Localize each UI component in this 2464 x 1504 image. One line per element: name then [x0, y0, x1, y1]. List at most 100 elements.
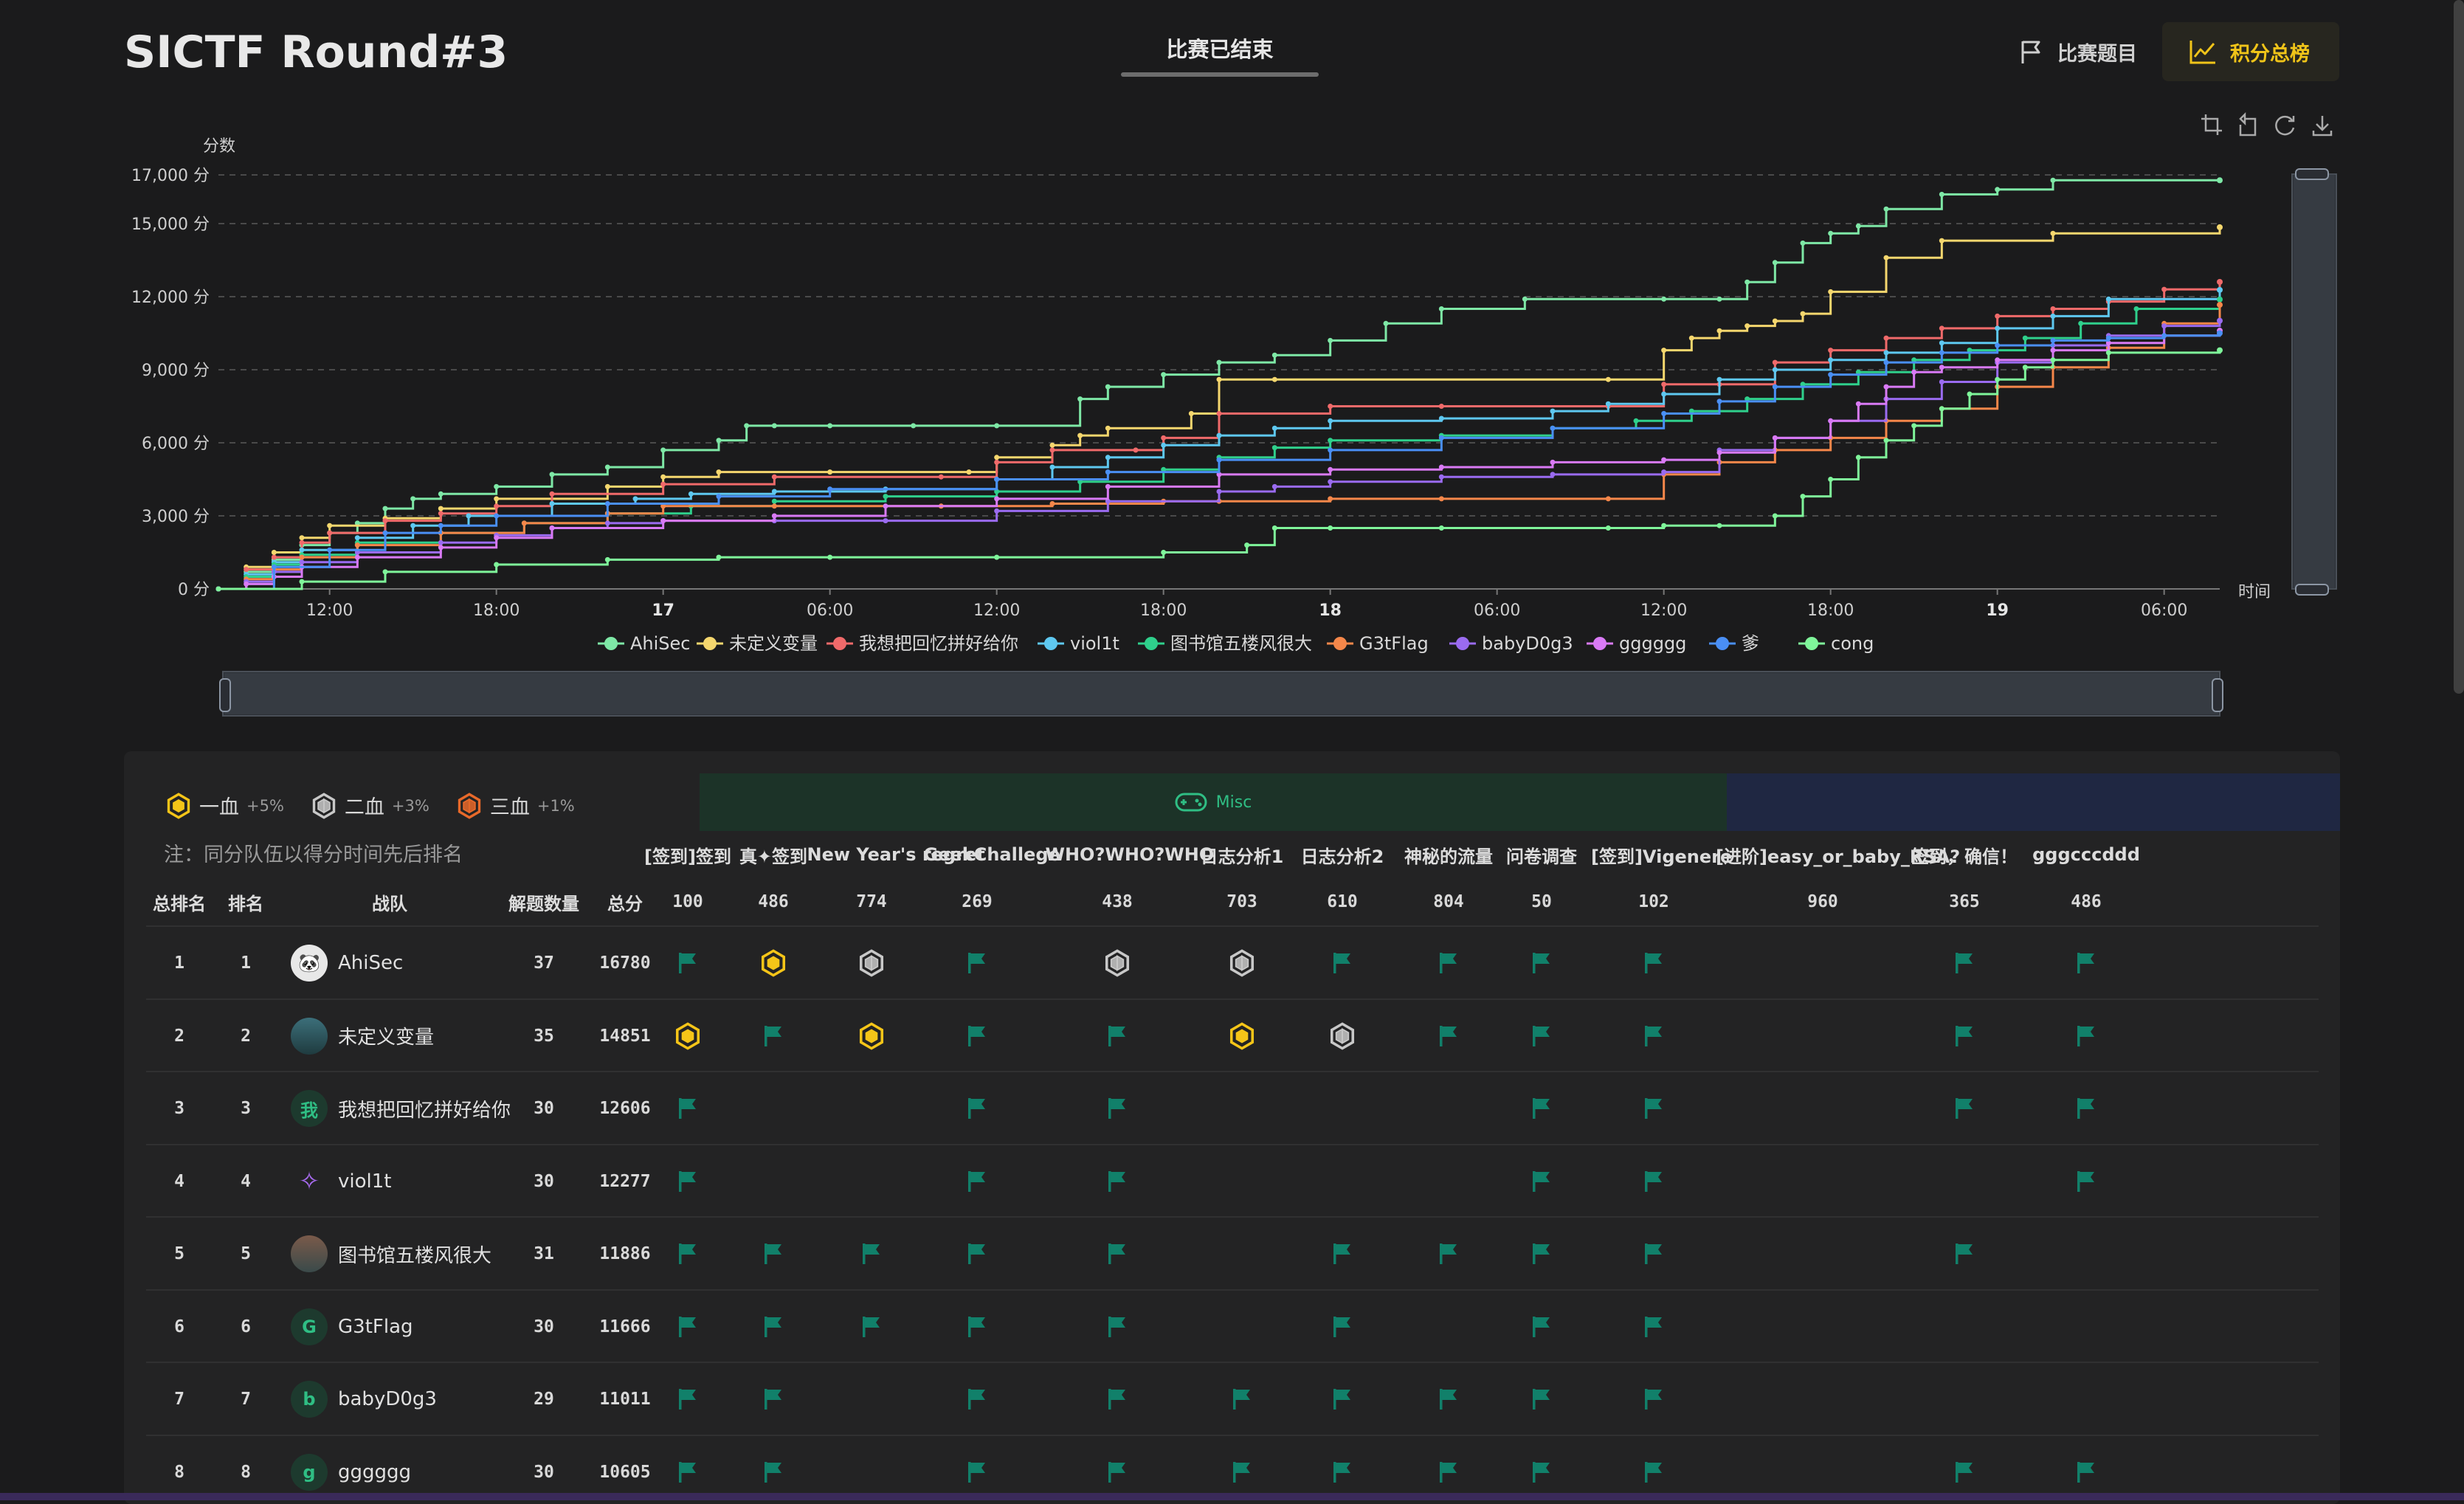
data-point-end[interactable]	[2217, 302, 2223, 308]
data-point[interactable]	[1661, 523, 1666, 528]
challenge-name[interactable]: 日志分析1	[1194, 842, 1290, 868]
data-point[interactable]	[2106, 350, 2111, 355]
data-point[interactable]	[300, 535, 305, 540]
team-cell[interactable]: ✧viol1t	[291, 1145, 512, 1218]
data-point[interactable]	[772, 503, 777, 508]
data-point[interactable]	[633, 496, 638, 501]
data-point[interactable]	[550, 525, 555, 531]
data-point[interactable]	[827, 423, 832, 428]
series-line-3[interactable]	[218, 290, 2220, 589]
data-point[interactable]	[1884, 438, 1889, 443]
data-point[interactable]	[1550, 460, 1556, 465]
data-point[interactable]	[438, 511, 444, 516]
data-point[interactable]	[717, 469, 722, 475]
data-point[interactable]	[994, 496, 999, 501]
data-point[interactable]	[717, 555, 722, 560]
data-point[interactable]	[1050, 447, 1055, 452]
data-point[interactable]	[1995, 343, 2000, 348]
data-point[interactable]	[494, 484, 499, 489]
data-point[interactable]	[605, 465, 610, 470]
zoom-reset-icon[interactable]	[2240, 114, 2255, 135]
data-point[interactable]	[466, 514, 472, 519]
data-point[interactable]	[1328, 438, 1333, 443]
data-point[interactable]	[1828, 477, 1833, 482]
data-point[interactable]	[244, 567, 249, 572]
data-point[interactable]	[1328, 479, 1333, 484]
data-point[interactable]	[1550, 409, 1556, 414]
data-point[interactable]	[1717, 523, 1722, 528]
data-point[interactable]	[383, 506, 388, 511]
data-point[interactable]	[1189, 411, 1194, 416]
download-icon[interactable]	[2313, 116, 2331, 135]
data-point[interactable]	[772, 489, 777, 494]
legend-item[interactable]: G3tFlag	[1327, 633, 1429, 654]
data-point[interactable]	[1939, 340, 1944, 345]
team-cell[interactable]: 🐼AhiSec	[291, 927, 512, 999]
data-point[interactable]	[1689, 336, 1694, 341]
data-point-end[interactable]	[2217, 297, 2223, 303]
legend-item[interactable]: viol1t	[1038, 633, 1119, 654]
y-zoom-handle-top[interactable]	[2296, 169, 2328, 179]
data-point[interactable]	[1161, 443, 1166, 448]
data-point[interactable]	[1995, 377, 2000, 382]
data-point[interactable]	[1606, 377, 1611, 382]
data-point[interactable]	[1328, 338, 1333, 343]
data-point[interactable]	[2161, 287, 2167, 292]
data-point[interactable]	[1884, 384, 1889, 390]
data-point[interactable]	[438, 545, 444, 550]
data-point[interactable]	[550, 491, 555, 497]
legend-item[interactable]: 爹	[1709, 633, 1759, 654]
data-point[interactable]	[300, 555, 305, 560]
team-cell[interactable]: 我我想把回忆拼好给你	[291, 1072, 512, 1145]
refresh-icon[interactable]	[2276, 116, 2294, 134]
challenge-name[interactable]: gggcccddd	[2031, 844, 2142, 865]
data-point-end[interactable]	[2217, 331, 2223, 337]
data-point[interactable]	[1439, 475, 1444, 480]
data-point[interactable]	[1801, 241, 1806, 246]
data-point[interactable]	[1105, 455, 1111, 460]
legend-item[interactable]: babyD0g3	[1449, 633, 1573, 654]
data-point[interactable]	[1828, 372, 1833, 377]
data-point[interactable]	[1939, 406, 1944, 411]
data-point[interactable]	[494, 514, 499, 519]
data-point[interactable]	[1661, 411, 1666, 416]
data-point[interactable]	[355, 535, 360, 540]
data-point[interactable]	[494, 562, 499, 568]
data-point[interactable]	[550, 472, 555, 477]
data-point[interactable]	[1773, 435, 1778, 441]
data-point[interactable]	[300, 579, 305, 584]
data-point[interactable]	[827, 469, 832, 475]
data-point[interactable]	[994, 423, 999, 428]
data-point[interactable]	[1105, 469, 1111, 475]
data-point[interactable]	[1884, 360, 1889, 365]
data-point[interactable]	[1745, 280, 1750, 285]
y-zoom-handle-bottom[interactable]	[2296, 584, 2328, 595]
data-point[interactable]	[1745, 323, 1750, 328]
data-point[interactable]	[660, 475, 666, 480]
data-point[interactable]	[1661, 469, 1666, 475]
data-point[interactable]	[772, 475, 777, 480]
data-point[interactable]	[494, 503, 499, 508]
data-point[interactable]	[827, 486, 832, 491]
data-point[interactable]	[438, 540, 444, 545]
data-point[interactable]	[2051, 306, 2056, 311]
data-point[interactable]	[1328, 525, 1333, 531]
data-point[interactable]	[355, 555, 360, 560]
data-point[interactable]	[1050, 443, 1055, 448]
data-point[interactable]	[1272, 525, 1277, 531]
data-point[interactable]	[883, 503, 888, 508]
data-point-end[interactable]	[2217, 318, 2223, 324]
data-point[interactable]	[1161, 372, 1166, 377]
data-point[interactable]	[994, 460, 999, 465]
data-point[interactable]	[1161, 550, 1166, 555]
data-point[interactable]	[772, 514, 777, 519]
data-point[interactable]	[1439, 306, 1444, 311]
data-point[interactable]	[327, 548, 332, 553]
data-point[interactable]	[1661, 297, 1666, 302]
data-point[interactable]	[1217, 489, 1222, 494]
data-point[interactable]	[744, 423, 749, 428]
data-point[interactable]	[1661, 392, 1666, 397]
y-zoom-slider[interactable]	[2292, 169, 2336, 595]
data-point-end[interactable]	[2217, 287, 2223, 293]
